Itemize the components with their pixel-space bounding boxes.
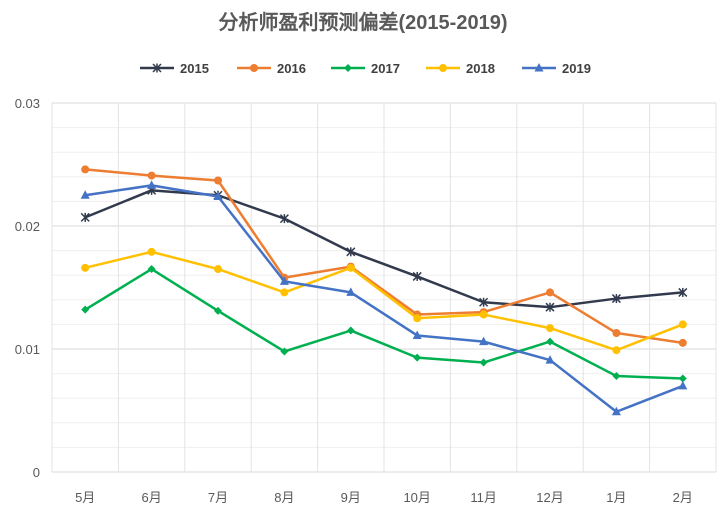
- marker-triangle: [147, 180, 157, 189]
- series-2017: [81, 265, 687, 383]
- marker-circle: [546, 288, 554, 297]
- marker-triangle: [545, 355, 555, 364]
- marker-star: [80, 212, 90, 222]
- marker-triangle: [213, 191, 223, 200]
- marker-triangle: [479, 336, 489, 346]
- marker-circle: [280, 288, 289, 297]
- marker-circle: [147, 247, 156, 256]
- marker-star: [152, 63, 162, 73]
- legend-item-2016: 2016: [237, 61, 306, 76]
- line-2018: [84, 250, 684, 352]
- marker-circle: [678, 338, 687, 347]
- chart-title: 分析师盈利预测偏差(2015-2019): [219, 10, 508, 34]
- x-tick-label: 10月: [403, 490, 430, 505]
- legend-item-2015: 2015: [140, 61, 209, 76]
- x-tick-label: 1月: [606, 490, 626, 505]
- marker-circle: [214, 176, 222, 185]
- legend-label: 2016: [277, 61, 306, 76]
- marker-star: [346, 247, 356, 257]
- marker-diamond: [214, 306, 222, 315]
- x-tick-label: 12月: [536, 490, 563, 505]
- marker-circle: [147, 171, 156, 180]
- line-2016: [85, 168, 683, 345]
- x-axis: 5月 6月 7月 8月 9月 10月 11月 12月 1月 2月: [75, 490, 693, 505]
- marker-diamond: [479, 358, 488, 367]
- marker-star: [678, 287, 688, 297]
- y-tick-label: 0.01: [15, 342, 40, 357]
- legend: 2015 2016 2017 2018 2019: [140, 61, 591, 76]
- x-tick-label: 11月: [470, 490, 497, 505]
- marker-diamond: [413, 353, 422, 362]
- legend-item-2019: 2019: [522, 61, 591, 76]
- marker-star: [412, 271, 422, 281]
- y-tick-label: 0: [33, 465, 40, 480]
- grid: [51, 102, 717, 473]
- marker-circle: [81, 165, 90, 174]
- marker-star: [479, 297, 489, 307]
- marker-triangle: [534, 63, 544, 72]
- series-2015: [80, 185, 688, 312]
- marker-triangle: [611, 406, 621, 416]
- marker-diamond: [612, 372, 621, 381]
- marker-star: [611, 294, 621, 304]
- marker-circle: [81, 263, 90, 272]
- marker-circle: [612, 346, 621, 355]
- marker-diamond: [678, 374, 687, 383]
- legend-item-2018: 2018: [426, 61, 495, 76]
- series-group: [80, 165, 688, 416]
- marker-circle: [346, 263, 355, 272]
- line-2019: [85, 184, 684, 413]
- marker-circle: [479, 310, 488, 319]
- y-axis: 0 0.01 0.02 0.03: [15, 96, 40, 480]
- marker-circle: [413, 314, 422, 323]
- y-tick-label: 0.02: [15, 219, 40, 234]
- marker-diamond: [280, 347, 289, 356]
- legend-label: 2015: [180, 61, 209, 76]
- marker-circle: [678, 320, 687, 329]
- x-tick-label: 5月: [75, 490, 95, 505]
- marker-triangle: [80, 190, 90, 199]
- marker-diamond: [147, 265, 156, 274]
- line-2017: [84, 267, 683, 380]
- marker-diamond: [344, 64, 352, 72]
- marker-circle: [546, 324, 554, 333]
- marker-circle: [612, 329, 621, 338]
- series-2019: [80, 180, 688, 416]
- legend-label: 2017: [371, 61, 400, 76]
- marker-circle: [214, 265, 222, 274]
- marker-circle: [439, 64, 447, 72]
- marker-star: [279, 214, 289, 224]
- marker-diamond: [81, 305, 90, 314]
- x-tick-label: 8月: [274, 490, 294, 505]
- marker-triangle: [412, 330, 422, 339]
- marker-triangle: [678, 380, 688, 390]
- marker-star: [545, 302, 555, 312]
- marker-triangle: [346, 287, 356, 296]
- y-tick-label: 0.03: [15, 96, 40, 111]
- series-2018: [81, 247, 687, 355]
- x-tick-label: 9月: [341, 490, 361, 505]
- legend-item-2017: 2017: [331, 61, 400, 76]
- legend-label: 2018: [466, 61, 495, 76]
- legend-label: 2019: [562, 61, 591, 76]
- x-tick-label: 2月: [673, 490, 693, 505]
- marker-circle: [250, 64, 258, 72]
- marker-triangle: [279, 276, 289, 285]
- x-tick-label: 7月: [208, 490, 228, 505]
- line-2015: [84, 189, 683, 309]
- x-tick-label: 6月: [141, 490, 161, 505]
- marker-diamond: [346, 326, 355, 335]
- marker-diamond: [546, 337, 554, 346]
